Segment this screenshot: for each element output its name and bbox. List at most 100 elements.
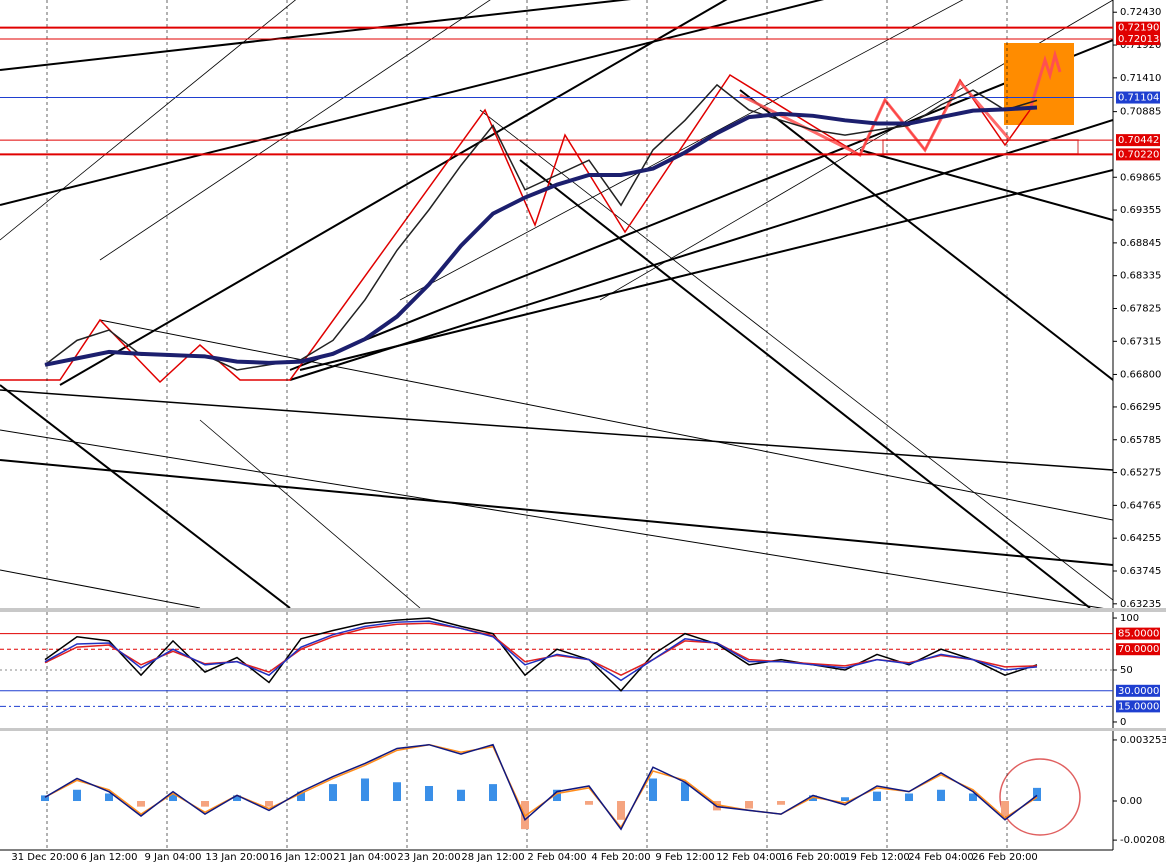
level-badge	[1116, 91, 1160, 104]
level-label: 0.72190	[1118, 23, 1159, 34]
series-line	[44, 743, 1038, 831]
level-badge	[1116, 134, 1160, 147]
trendline	[289, 119, 1113, 381]
x-tick-label: 26 Feb 20:00	[972, 852, 1038, 863]
level-badge	[1116, 148, 1160, 161]
histogram-bar	[1033, 787, 1041, 802]
trendline	[99, 319, 1113, 521]
x-tick-label: 19 Feb 12:00	[844, 852, 910, 863]
histogram-bar	[745, 801, 753, 809]
histogram-bar	[681, 782, 689, 802]
series-line	[44, 620, 1038, 682]
highlight-circle	[999, 758, 1081, 836]
histogram-bar	[585, 801, 593, 805]
level-badge	[1116, 21, 1160, 34]
trendline	[299, 169, 1113, 371]
y-tick-label: 50	[1120, 665, 1133, 676]
x-tick-label: 2 Feb 04:00	[527, 852, 586, 863]
histogram-bar	[1001, 801, 1009, 817]
x-tick-label: 28 Jan 12:00	[461, 852, 524, 863]
y-tick-label: 0.00	[1120, 796, 1142, 807]
histogram-bar	[201, 801, 209, 807]
level-badge	[1116, 627, 1160, 640]
trendline	[0, 384, 291, 608]
y-tick-label: 0.64765	[1120, 500, 1161, 511]
histogram-bar	[841, 797, 849, 802]
trendline	[0, 0, 632, 71]
y-tick-label: 0.67825	[1120, 304, 1161, 315]
level-badge	[1116, 700, 1160, 713]
y-tick-label: 0.66295	[1120, 402, 1161, 413]
y-tick-label: 0.003253	[1120, 735, 1166, 746]
histogram-bar	[105, 793, 113, 802]
trendline	[0, 0, 297, 241]
trendline	[0, 569, 201, 608]
histogram-bar	[809, 795, 817, 802]
histogram-bar	[969, 793, 977, 802]
histogram-bar	[617, 801, 625, 820]
y-tick-label: 0.68335	[1120, 271, 1161, 282]
level-badge	[1116, 684, 1160, 697]
histogram-bar	[329, 784, 337, 802]
y-tick-label: 0.69355	[1120, 205, 1161, 216]
trendline	[739, 89, 1113, 381]
x-tick-label: 12 Feb 04:00	[716, 852, 782, 863]
level-label: 85.0000	[1118, 629, 1159, 640]
x-tick-label: 24 Feb 04:00	[908, 852, 974, 863]
y-tick-label: 100	[1120, 613, 1139, 624]
y-tick-label: 0.71410	[1120, 73, 1161, 84]
trendline	[0, 459, 1113, 566]
histogram-bar	[297, 791, 305, 802]
level-label: 15.0000	[1118, 701, 1159, 712]
x-tick-label: 9 Jan 04:00	[145, 852, 202, 863]
histogram-bar	[73, 789, 81, 802]
panel-separator	[0, 728, 1166, 731]
histogram-bar	[361, 778, 369, 802]
histogram-bar	[265, 801, 273, 807]
y-tick-label: 0.68845	[1120, 238, 1161, 249]
histogram-bar	[169, 793, 177, 802]
series-line	[44, 617, 1038, 692]
y-tick-label: 0.69865	[1120, 172, 1161, 183]
trendline	[859, 149, 1113, 221]
x-tick-label: 16 Feb 20:00	[780, 852, 846, 863]
y-tick-label: 0.65785	[1120, 435, 1161, 446]
level-badge	[1116, 33, 1160, 46]
trendline	[519, 159, 1091, 608]
y-tick-label: 0.72430	[1120, 7, 1161, 18]
trendline	[0, 429, 1104, 608]
level-label: 70.0000	[1118, 644, 1159, 655]
histogram-bar	[393, 782, 401, 802]
histogram-bar	[233, 795, 241, 802]
trendline	[289, 39, 1113, 371]
level-label: 30.0000	[1118, 686, 1159, 697]
level-label: 0.70220	[1118, 149, 1159, 160]
x-tick-label: 13 Jan 20:00	[205, 852, 268, 863]
x-tick-label: 9 Feb 12:00	[655, 852, 714, 863]
y-tick-label: 0.63745	[1120, 566, 1161, 577]
histogram-bar	[649, 778, 657, 802]
histogram-bar	[873, 791, 881, 802]
arrow	[1028, 49, 1062, 111]
histogram-bar	[777, 801, 785, 805]
level-badge	[1116, 643, 1160, 656]
x-tick-label: 16 Jan 12:00	[269, 852, 332, 863]
y-tick-label: 0.65275	[1120, 468, 1161, 479]
trendline	[59, 0, 728, 386]
histogram-bar	[489, 784, 497, 802]
trendline	[0, 0, 825, 206]
series-line	[44, 105, 1038, 367]
y-tick-label: 0.66800	[1120, 369, 1161, 380]
y-tick-label: 0.71920	[1120, 40, 1161, 51]
trendline	[199, 419, 421, 608]
histogram-bar	[41, 795, 49, 802]
level-label: 0.72013	[1118, 34, 1159, 45]
x-tick-label: 6 Jan 12:00	[81, 852, 138, 863]
y-tick-label: 0.64255	[1120, 533, 1161, 544]
x-tick-label: 4 Feb 20:00	[591, 852, 650, 863]
level-label: 0.71104	[1118, 93, 1159, 104]
drawings	[0, 0, 1113, 608]
x-tick-label: 31 Dec 20:00	[11, 852, 78, 863]
